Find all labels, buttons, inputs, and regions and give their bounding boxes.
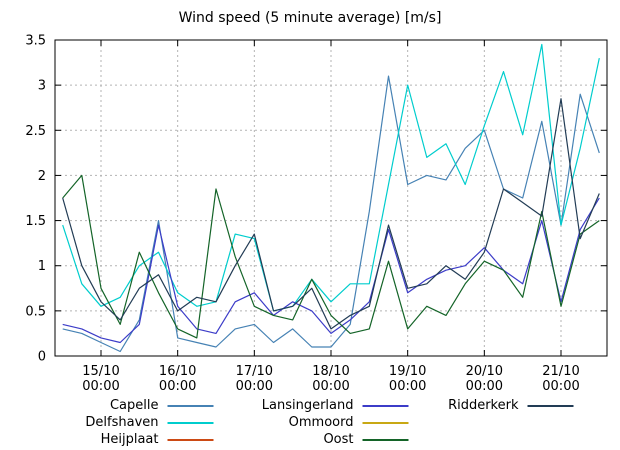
legend-item: Capelle	[33, 397, 228, 414]
legend-label: Ommoord	[288, 415, 354, 430]
plot-area: 15/1000:0016/1000:0017/1000:0018/1000:00…	[25, 34, 608, 394]
y-axis-tick-label: 2	[38, 169, 46, 184]
legend-label: Delfshaven	[85, 415, 159, 430]
legend-label: Oost	[323, 432, 354, 447]
chart-title: Wind speed (5 minute average) [m/s]	[178, 10, 442, 26]
legend-label: Capelle	[109, 398, 159, 413]
y-axis-tick-label: 1.5	[25, 214, 46, 229]
legend-item: Delfshaven	[33, 414, 228, 431]
legend-item: Lansingerland	[228, 397, 423, 414]
x-axis-tick-label: 15/10	[82, 364, 119, 379]
y-axis-tick-label: 0	[38, 350, 46, 365]
x-axis-tick-label: 20/10	[466, 364, 503, 379]
x-axis-tick-sublabel: 00:00	[466, 379, 503, 394]
x-axis-tick-label: 17/10	[236, 364, 273, 379]
series-line-lansingerland	[62, 197, 600, 344]
x-axis-tick-sublabel: 00:00	[542, 379, 579, 394]
legend-line-sample	[362, 438, 409, 441]
x-axis-tick-sublabel: 00:00	[312, 379, 349, 394]
chart-legend: Capelle Delfshaven Heijplaat Lansingerland O…	[33, 397, 588, 448]
series-line-capelle	[62, 75, 600, 353]
legend-line-sample	[527, 404, 574, 407]
x-axis-tick-sublabel: 00:00	[389, 379, 426, 394]
x-axis-tick-label: 21/10	[542, 364, 579, 379]
legend-label: Heijplaat	[100, 432, 159, 447]
y-axis-tick-label: 0.5	[25, 304, 46, 319]
y-axis-tick-label: 3.5	[25, 34, 46, 49]
x-axis-tick-sublabel: 00:00	[236, 379, 273, 394]
x-axis-tick-label: 18/10	[312, 364, 349, 379]
x-axis-tick-label: 16/10	[159, 364, 196, 379]
plot-border	[54, 39, 608, 357]
legend-item: Ridderkerk	[423, 397, 588, 414]
x-axis-tick-sublabel: 00:00	[159, 379, 196, 394]
x-axis-tick-label: 19/10	[389, 364, 426, 379]
legend-label: Lansingerland	[261, 398, 354, 413]
legend-item: Oost	[228, 431, 423, 448]
y-axis-tick-label: 3	[38, 79, 46, 94]
legend-line-sample	[167, 438, 214, 441]
y-axis-tick-label: 1	[38, 259, 46, 274]
legend-item: Heijplaat	[33, 431, 228, 448]
legend-line-sample	[362, 404, 409, 407]
legend-item: Ommoord	[228, 414, 423, 431]
x-axis-tick-sublabel: 00:00	[82, 379, 119, 394]
legend-line-sample	[362, 421, 409, 424]
legend-label: Ridderkerk	[448, 398, 519, 413]
y-axis-tick-label: 2.5	[25, 124, 46, 139]
legend-line-sample	[167, 404, 214, 407]
series-line-ridderkerk	[62, 98, 600, 330]
legend-line-sample	[167, 421, 214, 424]
